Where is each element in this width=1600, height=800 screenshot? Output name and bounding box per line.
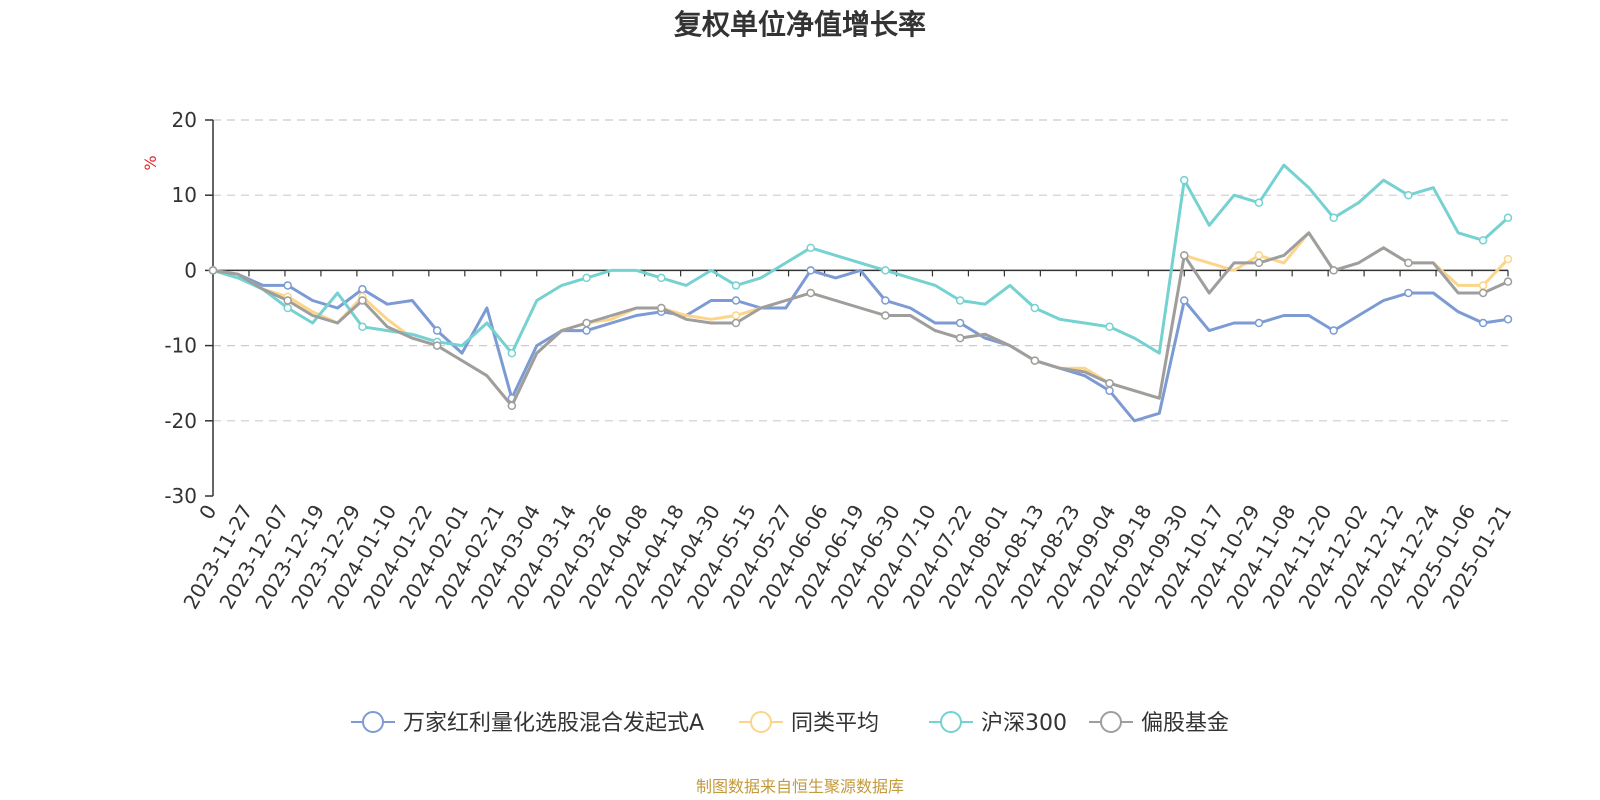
legend-label: 同类平均 [791, 711, 879, 736]
chart-title: 复权单位净值增长率 [674, 8, 926, 41]
data-point[interactable] [881, 266, 890, 275]
data-point[interactable] [731, 296, 741, 305]
x-tick-label: 0 [194, 501, 221, 524]
data-point[interactable] [1503, 254, 1513, 264]
data-point[interactable] [358, 284, 367, 294]
data-point[interactable] [1329, 213, 1338, 223]
data-point[interactable] [1503, 277, 1513, 286]
data-point[interactable] [358, 322, 367, 332]
data-point[interactable] [881, 296, 890, 305]
legend-marker [362, 711, 384, 733]
series-lines [208, 163, 1513, 423]
data-point[interactable] [582, 318, 591, 328]
data-point[interactable] [1404, 258, 1413, 268]
legend-label: 沪深300 [981, 711, 1067, 736]
legend-marker [1100, 711, 1122, 733]
legend-marker [750, 711, 772, 733]
data-point[interactable] [1254, 198, 1264, 207]
grid-lines [213, 119, 1508, 422]
data-point[interactable] [806, 243, 815, 253]
y-tick-label: 10 [172, 183, 197, 207]
legend-item[interactable]: 万家红利量化选股混合发起式A [351, 711, 704, 736]
data-point[interactable] [358, 296, 367, 305]
data-point[interactable] [955, 296, 965, 305]
data-point[interactable] [1478, 288, 1488, 298]
data-point[interactable] [881, 311, 890, 320]
data-point[interactable] [1404, 288, 1413, 298]
data-point[interactable] [1105, 378, 1114, 388]
data-point[interactable] [1254, 258, 1264, 268]
data-point[interactable] [1105, 386, 1114, 395]
legend-item[interactable]: 沪深300 [929, 711, 1067, 736]
data-point[interactable] [1180, 296, 1189, 305]
data-point[interactable] [507, 348, 517, 358]
data-point[interactable] [1180, 251, 1189, 260]
data-point[interactable] [1503, 315, 1513, 324]
data-point[interactable] [731, 318, 741, 328]
data-point[interactable] [1329, 326, 1338, 335]
data-point[interactable] [657, 303, 666, 313]
data-point[interactable] [1254, 318, 1264, 328]
data-point[interactable] [1254, 251, 1264, 260]
y-axis-unit: % [141, 155, 160, 170]
data-point[interactable] [283, 303, 292, 313]
data-point[interactable] [1180, 175, 1189, 185]
data-point[interactable] [432, 341, 442, 350]
data-point[interactable] [1404, 190, 1413, 200]
data-point[interactable] [582, 273, 591, 283]
data-point[interactable] [806, 266, 815, 275]
data-point[interactable] [582, 326, 591, 335]
legend-label: 万家红利量化选股混合发起式A [403, 711, 704, 736]
y-tick-label: 0 [184, 258, 197, 282]
data-source-note: 制图数据来自恒生聚源数据库 [696, 777, 904, 796]
data-point[interactable] [806, 288, 815, 298]
y-tick-label: 20 [172, 108, 197, 132]
legend-item[interactable]: 偏股基金 [1089, 711, 1229, 736]
data-point[interactable] [283, 281, 292, 290]
legend[interactable]: 万家红利量化选股混合发起式A 同类平均 沪深300 偏股基金 [351, 711, 1229, 736]
data-point[interactable] [1105, 322, 1114, 332]
y-tick-label: -30 [164, 484, 197, 508]
data-point[interactable] [1030, 356, 1040, 365]
data-point[interactable] [283, 296, 292, 305]
series-line [212, 163, 1510, 355]
data-point[interactable] [1478, 236, 1488, 245]
data-point[interactable] [1478, 318, 1488, 328]
series-line [212, 231, 1509, 408]
legend-marker [940, 711, 962, 733]
data-point[interactable] [1030, 303, 1040, 313]
data-point[interactable] [657, 273, 666, 283]
data-point[interactable] [955, 333, 965, 343]
data-point[interactable] [1503, 213, 1513, 223]
data-point[interactable] [208, 266, 218, 275]
series-line [212, 268, 1509, 423]
data-point[interactable] [432, 326, 442, 335]
data-point[interactable] [507, 401, 517, 411]
y-tick-label: -20 [164, 409, 197, 433]
data-point[interactable] [731, 281, 741, 290]
data-point[interactable] [1329, 266, 1338, 275]
legend-label: 偏股基金 [1141, 711, 1229, 736]
axes: 20100-10-20-3002023-11-272023-12-072023-… [164, 108, 1516, 613]
data-point[interactable] [1478, 281, 1488, 290]
data-point[interactable] [955, 318, 965, 328]
legend-item[interactable]: 同类平均 [739, 711, 879, 736]
data-point[interactable] [731, 311, 741, 320]
y-tick-label: -10 [164, 334, 197, 358]
